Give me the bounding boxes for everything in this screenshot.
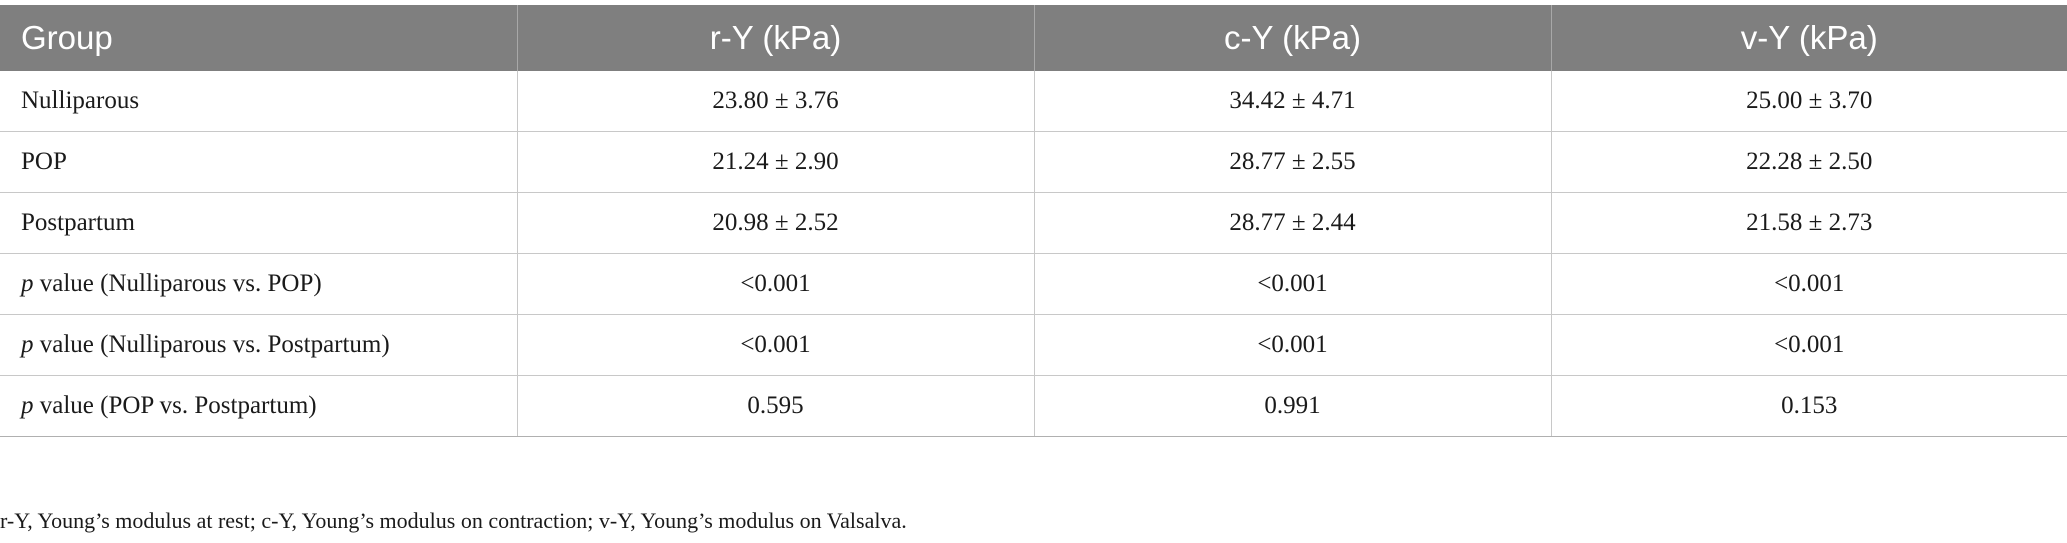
header-c-y: c-Y (kPa) <box>1034 5 1552 71</box>
cell-v-y: 21.58 ± 2.73 <box>1551 192 2067 254</box>
cell-c-y: 34.42 ± 4.71 <box>1034 71 1552 132</box>
header-group: Group <box>0 5 518 71</box>
table-body: Nulliparous 23.80 ± 3.76 34.42 ± 4.71 25… <box>0 71 2067 437</box>
cell-c-y: <0.001 <box>1034 314 1552 376</box>
cell-c-y: 28.77 ± 2.55 <box>1034 131 1552 193</box>
row-label: p value (POP vs. Postpartum) <box>0 375 518 437</box>
row-label-text: value (Nulliparous vs. Postpartum) <box>33 331 390 358</box>
table-row: p value (Nulliparous vs. Postpartum) <0.… <box>0 314 2067 376</box>
cell-r-y: <0.001 <box>517 314 1035 376</box>
header-row: Group r-Y (kPa) c-Y (kPa) v-Y (kPa) <box>0 5 2067 71</box>
row-label-text: POP <box>21 148 67 175</box>
cell-r-y: 23.80 ± 3.76 <box>517 71 1035 132</box>
cell-r-y: 0.595 <box>517 375 1035 437</box>
cell-r-y: 21.24 ± 2.90 <box>517 131 1035 193</box>
data-table: Group r-Y (kPa) c-Y (kPa) v-Y (kPa) Null… <box>0 5 2067 437</box>
table-row: POP 21.24 ± 2.90 28.77 ± 2.55 22.28 ± 2.… <box>0 131 2067 193</box>
cell-r-y: <0.001 <box>517 253 1035 315</box>
row-label: Nulliparous <box>0 71 518 132</box>
row-label-text: value (Nulliparous vs. POP) <box>33 270 322 297</box>
row-label-italic: p <box>21 331 34 358</box>
table-header: Group r-Y (kPa) c-Y (kPa) v-Y (kPa) <box>0 5 2067 71</box>
row-label-text: value (POP vs. Postpartum) <box>33 392 317 419</box>
row-label: p value (Nulliparous vs. POP) <box>0 253 518 315</box>
data-table-container: Group r-Y (kPa) c-Y (kPa) v-Y (kPa) Null… <box>0 5 2067 437</box>
cell-v-y: 22.28 ± 2.50 <box>1551 131 2067 193</box>
cell-c-y: <0.001 <box>1034 253 1552 315</box>
row-label-italic: p <box>21 392 34 419</box>
row-label-italic: p <box>21 270 34 297</box>
cell-c-y: 28.77 ± 2.44 <box>1034 192 1552 254</box>
header-r-y: r-Y (kPa) <box>517 5 1035 71</box>
table-row: Postpartum 20.98 ± 2.52 28.77 ± 2.44 21.… <box>0 192 2067 254</box>
cell-v-y: 0.153 <box>1551 375 2067 437</box>
table-row: Nulliparous 23.80 ± 3.76 34.42 ± 4.71 25… <box>0 71 2067 132</box>
header-v-y: v-Y (kPa) <box>1551 5 2067 71</box>
row-label-text: Nulliparous <box>21 87 140 114</box>
row-label: POP <box>0 131 518 193</box>
cell-v-y: 25.00 ± 3.70 <box>1551 71 2067 132</box>
row-label-text: Postpartum <box>21 209 135 236</box>
cell-v-y: <0.001 <box>1551 314 2067 376</box>
table-row: p value (Nulliparous vs. POP) <0.001 <0.… <box>0 253 2067 315</box>
cell-v-y: <0.001 <box>1551 253 2067 315</box>
table-footnote: r-Y, Young’s modulus at rest; c-Y, Young… <box>0 508 907 533</box>
cell-r-y: 20.98 ± 2.52 <box>517 192 1035 254</box>
table-row: p value (POP vs. Postpartum) 0.595 0.991… <box>0 375 2067 437</box>
row-label: p value (Nulliparous vs. Postpartum) <box>0 314 518 376</box>
cell-c-y: 0.991 <box>1034 375 1552 437</box>
row-label: Postpartum <box>0 192 518 254</box>
